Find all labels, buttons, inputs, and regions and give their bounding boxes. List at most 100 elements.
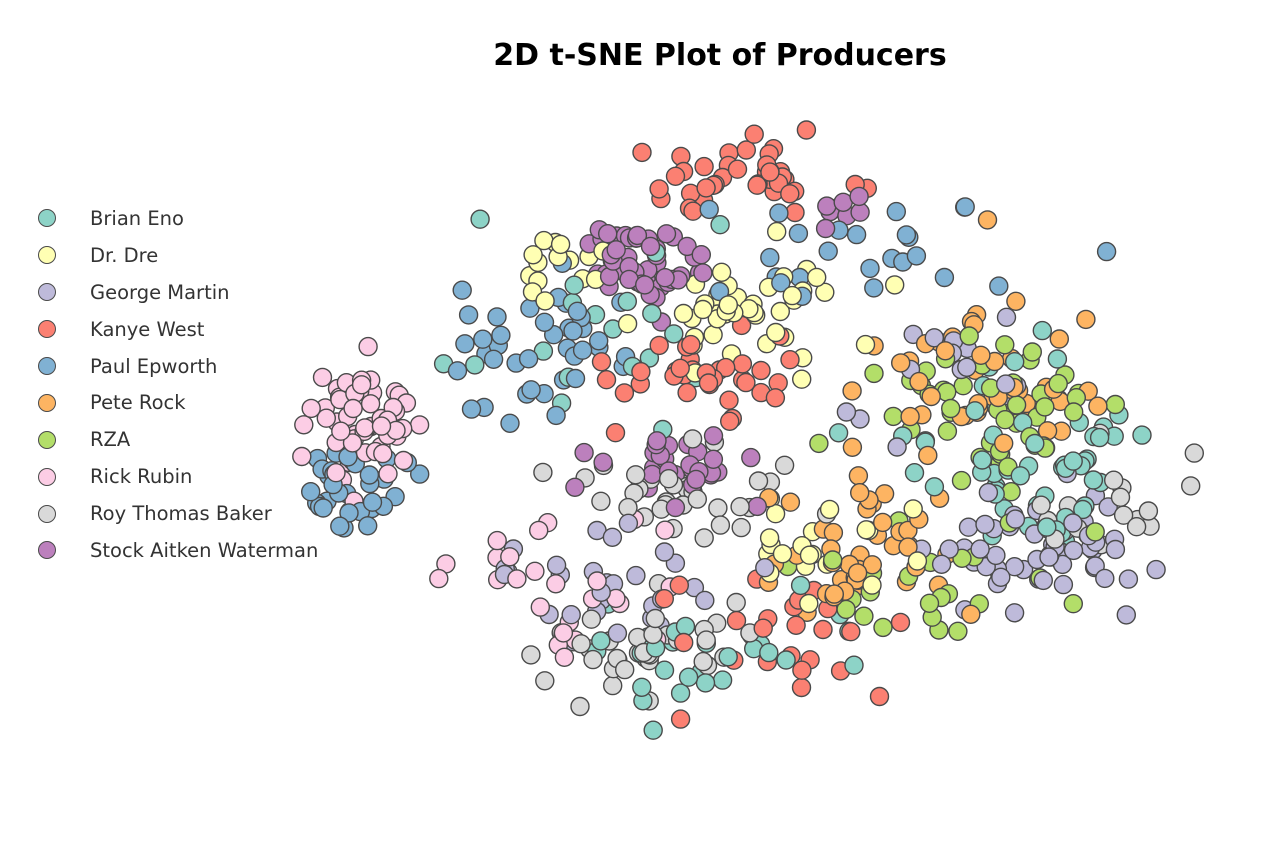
legend-swatch-pete-rock	[38, 393, 56, 412]
scatter-point-george-martin	[996, 374, 1016, 394]
scatter-point-brian-eno	[1025, 433, 1045, 454]
scatter-point-pete-rock	[1076, 309, 1096, 330]
legend-item-kanye-west[interactable]: Kanye West	[38, 311, 318, 348]
scatter-point-brian-eno	[965, 401, 985, 421]
scatter-point-dr-dre	[856, 520, 876, 540]
scatter-point-paul-epworth	[313, 498, 333, 518]
scatter-point-dr-dre	[903, 499, 923, 519]
scatter-point-roy-thomas-baker	[710, 515, 731, 535]
legend: Brian Eno Dr. Dre George Martin Kanye We…	[38, 200, 318, 569]
scatter-point-paul-epworth	[458, 305, 479, 325]
scatter-point-pete-rock	[823, 522, 844, 543]
scatter-point-kanye-west	[649, 179, 669, 199]
legend-label: Kanye West	[90, 317, 205, 341]
scatter-point-dr-dre	[862, 575, 882, 595]
scatter-point-stock-aitken-waterman	[741, 447, 761, 468]
legend-item-rick-rubin[interactable]: Rick Rubin	[38, 458, 318, 495]
scatter-point-roy-thomas-baker	[687, 489, 707, 509]
scatter-point-kanye-west	[674, 632, 694, 653]
scatter-point-stock-aitken-waterman	[593, 452, 613, 472]
scatter-point-rick-rubin	[507, 569, 527, 589]
scatter-point-paul-epworth	[989, 276, 1009, 296]
scatter-point-rick-rubin	[529, 520, 549, 541]
legend-item-dr-dre[interactable]: Dr. Dre	[38, 237, 318, 274]
scatter-point-roy-thomas-baker	[1126, 517, 1147, 537]
scatter-point-dr-dre	[673, 303, 694, 324]
scatter-point-stock-aitken-waterman	[655, 268, 675, 288]
scatter-point-paul-epworth	[788, 223, 809, 244]
legend-label: Brian Eno	[90, 206, 184, 230]
scatter-point-kanye-west	[670, 358, 690, 378]
scatter-point-stock-aitken-waterman	[656, 224, 677, 244]
scatter-point-stock-aitken-waterman	[665, 497, 686, 518]
scatter-point-pete-rock	[921, 386, 941, 407]
scatter-point-kanye-west	[732, 354, 753, 374]
scatter-point-rick-rubin	[343, 398, 363, 419]
scatter-point-paul-epworth	[483, 349, 504, 369]
scatter-point-paul-epworth	[563, 321, 583, 341]
scatter-point-kanye-west	[841, 622, 861, 642]
scatter-point-george-martin	[958, 517, 979, 537]
scatter-point-roy-thomas-baker	[748, 471, 769, 491]
scatter-point-brian-eno	[678, 667, 699, 687]
scatter-point-kanye-west	[792, 660, 812, 680]
scatter-point-kanye-west	[649, 335, 669, 356]
scatter-point-paul-epworth	[906, 246, 927, 266]
scatter-point-brian-eno	[776, 650, 796, 670]
scatter-point-kanye-west	[727, 159, 748, 179]
scatter-point-rick-rubin	[655, 520, 675, 540]
scatter-point-rza	[854, 606, 874, 626]
scatter-point-rick-rubin	[393, 450, 414, 471]
scatter-point-kanye-west	[744, 124, 764, 144]
scatter-point-rick-rubin	[530, 597, 550, 617]
scatter-point-roy-thomas-baker	[591, 491, 611, 511]
scatter-point-dr-dre	[855, 334, 876, 355]
scatter-point-paul-epworth	[565, 368, 586, 389]
scatter-point-pete-rock	[1049, 329, 1070, 349]
scatter-point-george-martin	[978, 482, 999, 503]
legend-item-rza[interactable]: RZA	[38, 421, 318, 458]
scatter-point-rick-rubin	[553, 623, 574, 643]
scatter-point-rick-rubin	[587, 571, 607, 591]
legend-item-paul-epworth[interactable]: Paul Epworth	[38, 348, 318, 385]
legend-item-brian-eno[interactable]: Brian Eno	[38, 200, 318, 237]
scatter-point-pete-rock	[850, 483, 870, 503]
scatter-point-pete-rock	[1088, 396, 1108, 416]
scatter-point-kanye-west	[614, 383, 635, 403]
scatter-point-dr-dre	[782, 285, 802, 306]
scatter-point-roy-thomas-baker	[643, 624, 663, 645]
scatter-point-pete-rock	[780, 492, 801, 512]
scatter-point-brian-eno	[632, 677, 652, 697]
scatter-point-roy-thomas-baker	[645, 608, 665, 629]
legend-label: Stock Aitken Waterman	[90, 538, 319, 562]
scatter-point-pete-rock	[842, 437, 863, 457]
scatter-point-george-martin	[939, 539, 959, 559]
scatter-point-roy-thomas-baker	[521, 645, 541, 665]
scatter-point-paul-epworth	[301, 482, 321, 502]
scatter-point-paul-epworth	[447, 361, 468, 381]
scatter-point-stock-aitken-waterman	[627, 225, 648, 246]
scatter-point-dr-dre	[759, 528, 780, 548]
scatter-point-roy-thomas-baker	[1138, 501, 1159, 521]
scatter-point-kanye-west	[736, 372, 756, 393]
scatter-point-dr-dre	[767, 221, 787, 242]
scatter-point-dr-dre	[799, 593, 819, 614]
scatter-point-paul-epworth	[452, 280, 472, 300]
scatter-point-paul-epworth	[521, 380, 541, 400]
legend-swatch-rza	[38, 430, 56, 449]
scatter-point-paul-epworth	[491, 325, 511, 345]
scatter-point-brian-eno	[1083, 470, 1104, 490]
scatter-point-rza	[836, 599, 856, 620]
scatter-point-brian-eno	[643, 720, 663, 740]
legend-item-roy-thomas-baker[interactable]: Roy Thomas Baker	[38, 495, 318, 532]
scatter-point-brian-eno	[675, 616, 696, 637]
scatter-point-roy-thomas-baker	[693, 651, 713, 672]
legend-item-stock-aitken-waterman[interactable]: Stock Aitken Waterman	[38, 532, 318, 569]
legend-item-pete-rock[interactable]: Pete Rock	[38, 384, 318, 421]
scatter-point-roy-thomas-baker	[694, 528, 714, 548]
scatter-point-kanye-west	[785, 202, 805, 223]
scatter-point-brian-eno	[1005, 352, 1025, 372]
legend-item-george-martin[interactable]: George Martin	[38, 274, 318, 311]
scatter-point-brian-eno	[1010, 466, 1030, 486]
scatter-point-paul-epworth	[1096, 241, 1117, 262]
